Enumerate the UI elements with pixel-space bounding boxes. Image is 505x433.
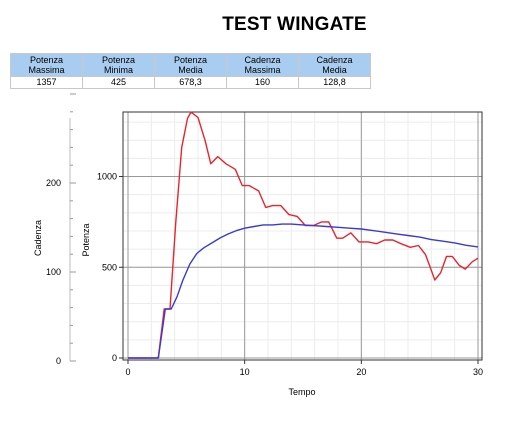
potenza-tick-label: 500 bbox=[102, 262, 117, 272]
major-grid bbox=[123, 112, 482, 360]
header-line: Cadenza bbox=[316, 55, 353, 65]
header-cadenza-massima: Cadenza Massima bbox=[226, 53, 299, 77]
plot-area-border bbox=[122, 111, 483, 361]
cadenza-tick-label: 100 bbox=[46, 267, 61, 277]
header-line: Minima bbox=[103, 65, 133, 75]
value-potenza-media: 678,3 bbox=[154, 76, 227, 89]
header-line: Cadenza bbox=[244, 55, 281, 65]
header-potenza-massima: Potenza Massima bbox=[10, 53, 83, 77]
potenza-axis-ticks: 0 500 1000 bbox=[97, 172, 123, 363]
stats-table: Potenza Massima Potenza Minima Potenza Medi… bbox=[10, 53, 371, 89]
header-line: Massima bbox=[28, 65, 65, 75]
header-line: Media bbox=[322, 65, 347, 75]
stats-header-row: Potenza Massima Potenza Minima Potenza Medi… bbox=[10, 53, 371, 77]
x-axis-ticks: 0 10 20 30 bbox=[125, 360, 483, 377]
cadenza-axis-label: Cadenza bbox=[33, 220, 43, 256]
value-cadenza-massima: 160 bbox=[226, 76, 299, 89]
x-tick-label: 30 bbox=[473, 367, 483, 377]
potenza-axis-label: Potenza bbox=[81, 223, 91, 256]
cadenza-tick-label: 200 bbox=[46, 178, 61, 188]
x-axis-label: Tempo bbox=[288, 387, 315, 397]
header-line: Potenza bbox=[173, 55, 208, 65]
series-layer bbox=[128, 111, 479, 359]
header-line: Media bbox=[178, 65, 203, 75]
stats-value-row: 1357 425 678,3 160 128,8 bbox=[10, 76, 371, 89]
value-cadenza-media: 128,8 bbox=[298, 76, 371, 89]
x-tick-label: 10 bbox=[240, 367, 250, 377]
page-title: TEST WINGATE bbox=[222, 14, 367, 35]
x-tick-label: 0 bbox=[125, 367, 130, 377]
header-line: Massima bbox=[244, 65, 281, 75]
plot-area bbox=[123, 112, 482, 360]
value-potenza-minima: 425 bbox=[82, 76, 155, 89]
cadenza-axis-ticks: 0 100 200 bbox=[46, 93, 76, 366]
header-line: Potenza bbox=[101, 55, 136, 65]
cadenza-tick-label: 0 bbox=[56, 356, 61, 366]
value-potenza-massima: 1357 bbox=[10, 76, 83, 89]
header-potenza-minima: Potenza Minima bbox=[82, 53, 155, 77]
header-cadenza-media: Cadenza Media bbox=[298, 53, 371, 77]
cadenza-series-line bbox=[128, 223, 479, 359]
x-tick-label: 20 bbox=[356, 367, 366, 377]
potenza-tick-label: 0 bbox=[112, 353, 117, 363]
header-line: Potenza bbox=[29, 55, 64, 65]
potenza-tick-label: 1000 bbox=[97, 172, 117, 182]
